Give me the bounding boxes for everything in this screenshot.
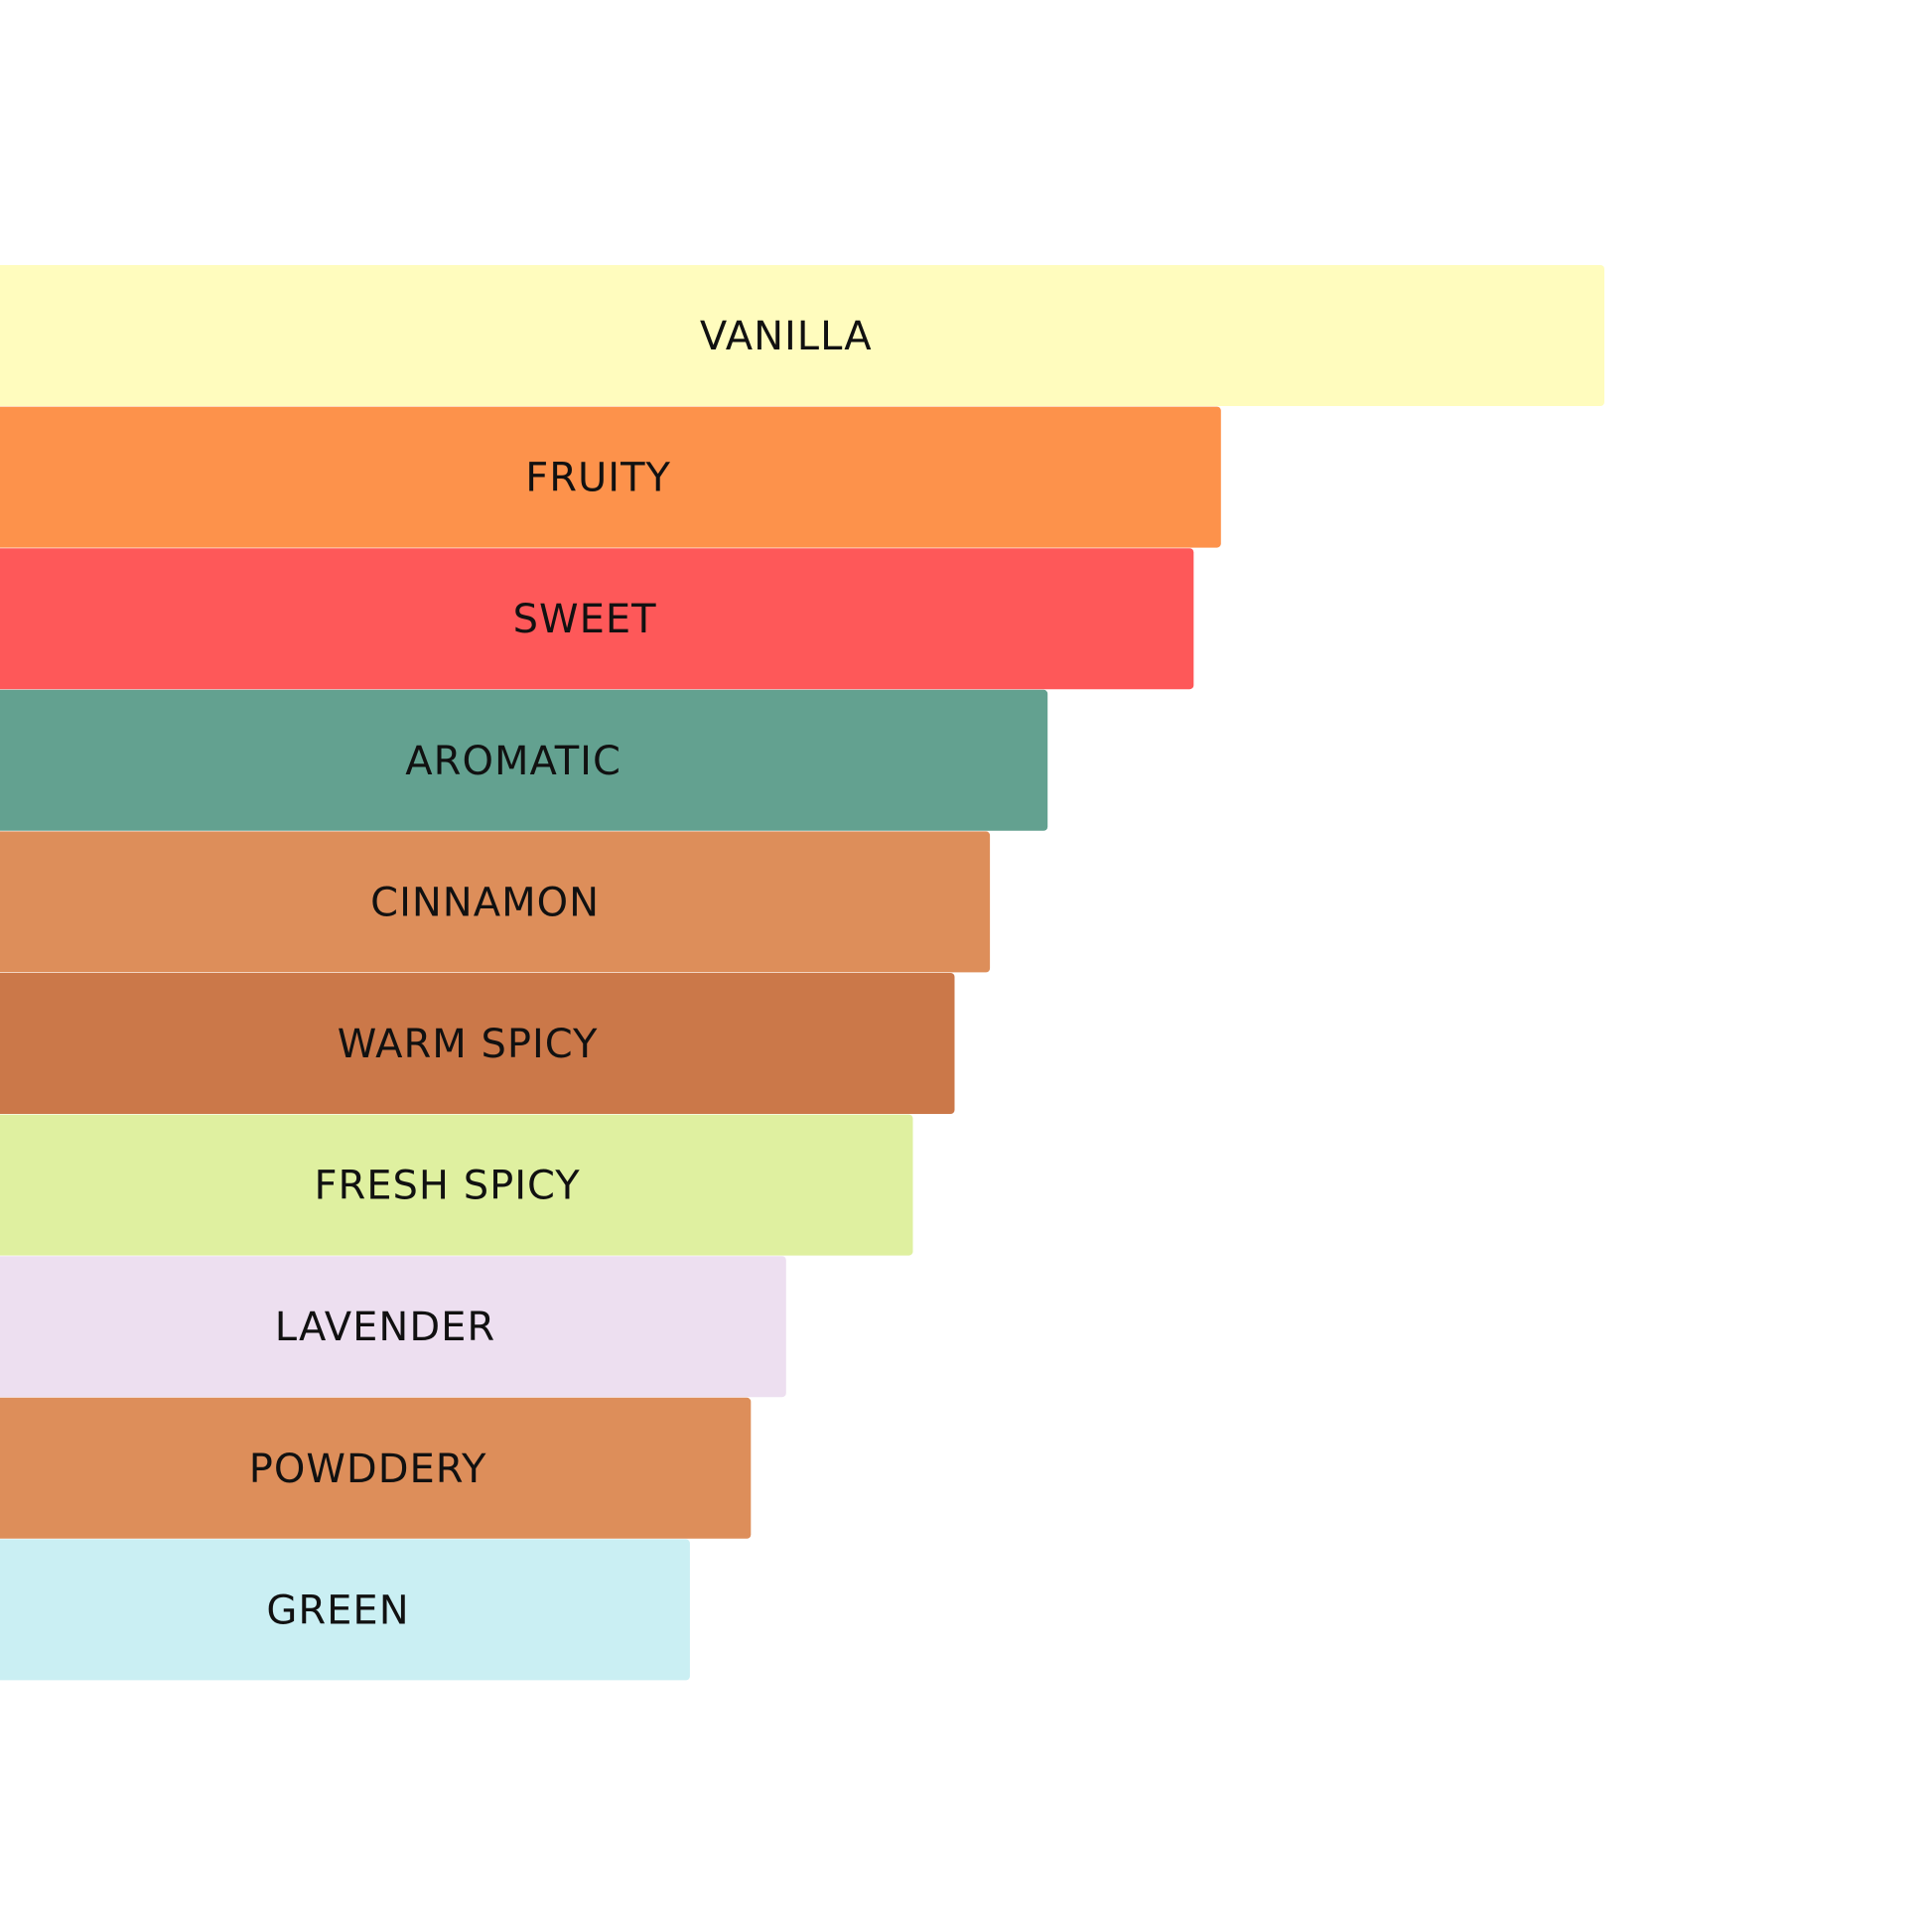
label-fresh-spicy: FRESH SPICY (314, 1164, 580, 1209)
label-sweet: SWEET (513, 597, 657, 642)
label-vanilla: VANILLA (700, 314, 873, 359)
label-fruity: FRUITY (525, 456, 671, 501)
bar-cinnamon (0, 831, 991, 973)
bar-lavender (0, 1256, 786, 1398)
bars-group (0, 265, 1604, 1681)
bar-aromatic (0, 689, 1048, 831)
label-cinnamon: CINNAMON (370, 880, 600, 925)
bar-sweet (0, 548, 1194, 690)
bar-green (0, 1539, 690, 1681)
bar-fresh-spicy (0, 1114, 913, 1256)
bar-fruity (0, 406, 1221, 548)
bar-vanilla (0, 265, 1604, 406)
label-warm-spicy: WARM SPICY (338, 1022, 599, 1067)
label-lavender: LAVENDER (275, 1305, 495, 1350)
label-powddery: POWDDERY (249, 1447, 487, 1492)
labels-group: VANILLA FRUITY SWEET AROMATIC CINNAMON WARM S… (249, 314, 873, 1633)
bar-warm-spicy (0, 973, 955, 1114)
label-green: GREEN (266, 1587, 409, 1633)
label-aromatic: AROMATIC (405, 739, 621, 784)
bar-powddery (0, 1397, 752, 1539)
